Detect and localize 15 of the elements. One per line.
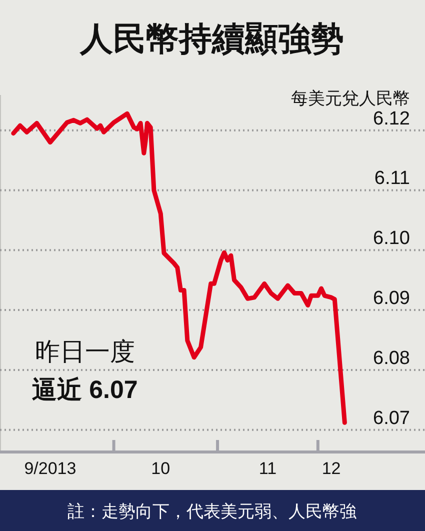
y-axis-title: 每美元兌人民幣: [291, 89, 410, 108]
y-tick-label: 6.10: [373, 228, 410, 250]
y-tick-label: 6.11: [374, 168, 410, 190]
annotation: 逼近 6.07: [32, 376, 138, 404]
y-tick-label: 6.07: [373, 408, 410, 429]
y-tick-label: 6.08: [373, 348, 410, 369]
x-tick-label: 11: [258, 459, 277, 478]
y-tick-label: 6.12: [373, 108, 410, 130]
footer-note: 註：走勢向下，代表美元弱、人民幣強: [0, 490, 425, 531]
annotation: 昨日一度: [35, 338, 135, 366]
x-tick-label: 12: [322, 459, 341, 478]
chart-title: 人民幣持續顯強勢: [79, 19, 344, 58]
x-tick-label: 9/2013: [24, 459, 76, 478]
y-tick-label: 6.09: [373, 288, 410, 310]
x-tick-label: 10: [151, 459, 170, 478]
